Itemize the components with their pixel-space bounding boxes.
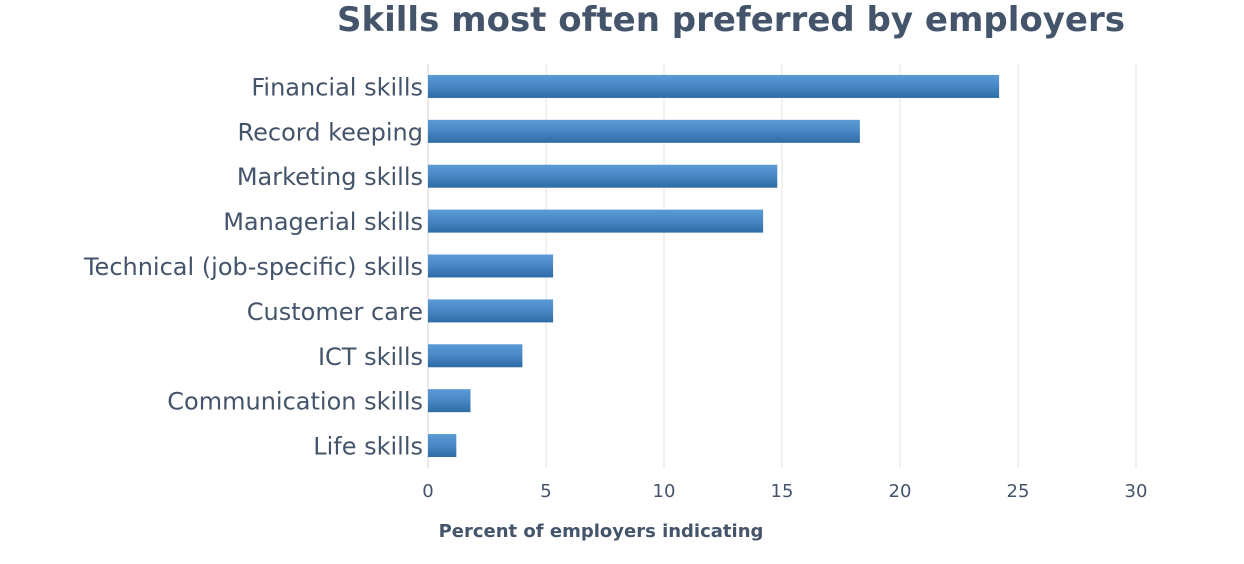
- category-label: ICT skills: [318, 343, 423, 371]
- bar: [428, 74, 1000, 98]
- bar: [428, 119, 860, 143]
- x-tick-labels: 0 5 10 15 20 25 30: [422, 481, 1147, 502]
- category-label: Communication skills: [167, 388, 423, 416]
- category-label: Financial skills: [251, 73, 423, 101]
- bar: [428, 389, 471, 413]
- bar: [428, 209, 764, 233]
- bar: [428, 254, 554, 278]
- x-axis-title: Percent of employers indicating: [439, 521, 764, 542]
- x-tick-label: 0: [422, 481, 433, 502]
- x-tick-label: 5: [540, 481, 551, 502]
- bar: [428, 299, 554, 323]
- category-label: Marketing skills: [237, 163, 423, 191]
- chart-title: Skills most often preferred by employers: [337, 0, 1125, 40]
- x-tick-label: 20: [889, 481, 912, 502]
- category-labels: Financial skills Record keeping Marketing …: [83, 73, 423, 460]
- bar: [428, 344, 523, 368]
- bar: [428, 164, 778, 188]
- category-label: Managerial skills: [223, 208, 423, 236]
- bars: [428, 74, 1000, 458]
- x-tick-label: 30: [1125, 481, 1148, 502]
- category-label: Life skills: [313, 433, 423, 461]
- x-tick-label: 10: [653, 481, 676, 502]
- category-label: Customer care: [247, 298, 423, 326]
- x-tick-label: 15: [771, 481, 794, 502]
- bar: [428, 434, 457, 458]
- x-tick-label: 25: [1007, 481, 1030, 502]
- category-label: Technical (job-specific) skills: [83, 253, 423, 281]
- category-label: Record keeping: [238, 118, 423, 146]
